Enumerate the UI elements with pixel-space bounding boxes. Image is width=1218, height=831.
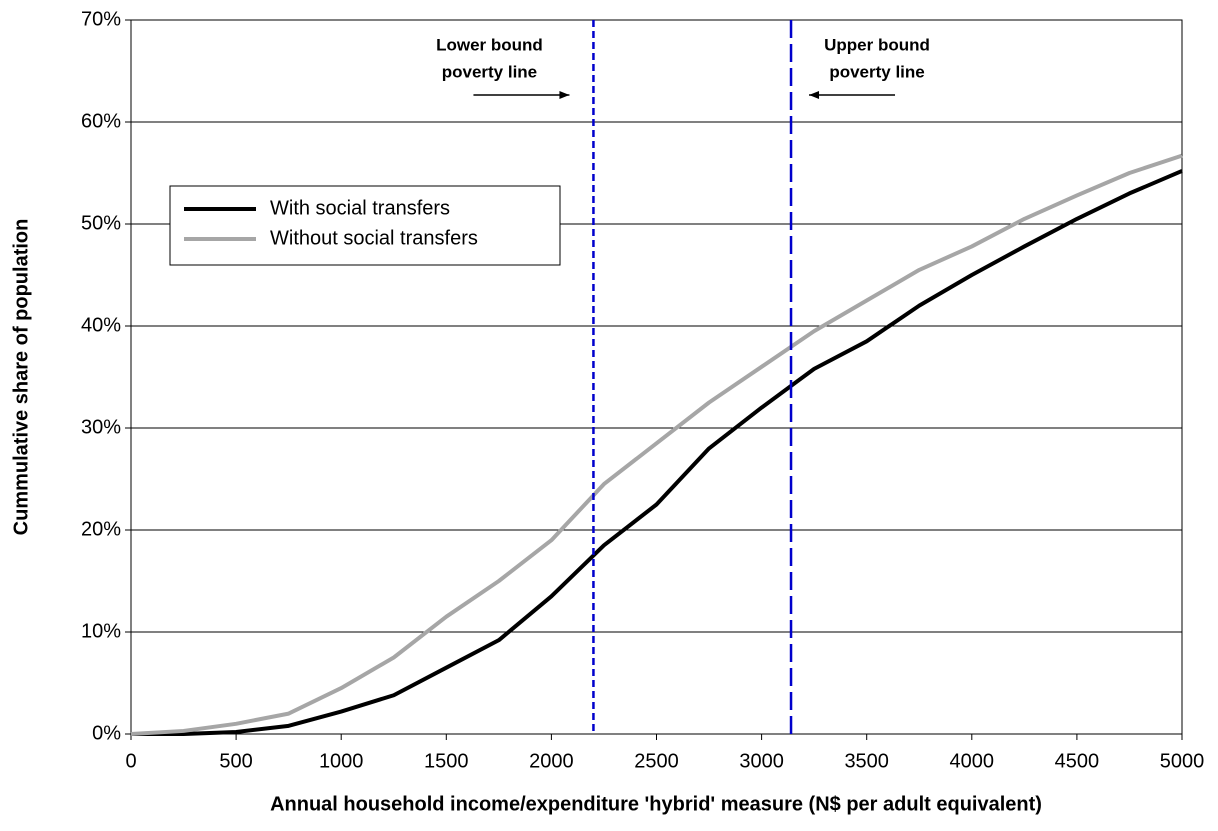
annotation: poverty line [829,62,924,81]
x-tick-label: 2500 [634,750,679,772]
x-tick-label: 2000 [529,750,574,772]
y-tick-label: 50% [81,212,121,234]
y-tick-label: 30% [81,416,121,438]
x-tick-label: 500 [219,750,252,772]
y-tick-label: 70% [81,8,121,30]
x-tick-label: 1000 [319,750,364,772]
y-tick-label: 10% [81,620,121,642]
x-axis-label: Annual household income/expenditure 'hyb… [270,793,1042,815]
x-tick-label: 1500 [424,750,469,772]
annotation-arrowhead [809,91,820,99]
y-tick-label: 60% [81,110,121,132]
data-line [131,169,1183,736]
x-tick-label: 4500 [1055,750,1100,772]
annotation: Upper bound [824,35,930,54]
annotation: poverty line [442,62,537,81]
annotation: Lower bound [436,35,543,54]
legend-box [169,185,561,266]
plot-frame [130,19,1183,735]
y-tick-label: 40% [81,314,121,336]
y-tick-label: 0% [92,722,121,744]
data-line [130,153,1183,736]
x-tick-label: 3500 [844,750,889,772]
x-tick-label: 4000 [950,750,995,772]
x-tick-label: 5000 [1160,750,1205,772]
annotation-arrowhead [559,91,570,99]
legend-label: Without social transfers [270,227,478,249]
y-tick-label: 20% [81,518,121,540]
legend-label: With social transfers [270,197,450,219]
y-axis-label: Cummulative share of population [10,219,32,536]
x-tick-label: 0 [125,750,136,772]
x-tick-label: 3000 [739,750,784,772]
